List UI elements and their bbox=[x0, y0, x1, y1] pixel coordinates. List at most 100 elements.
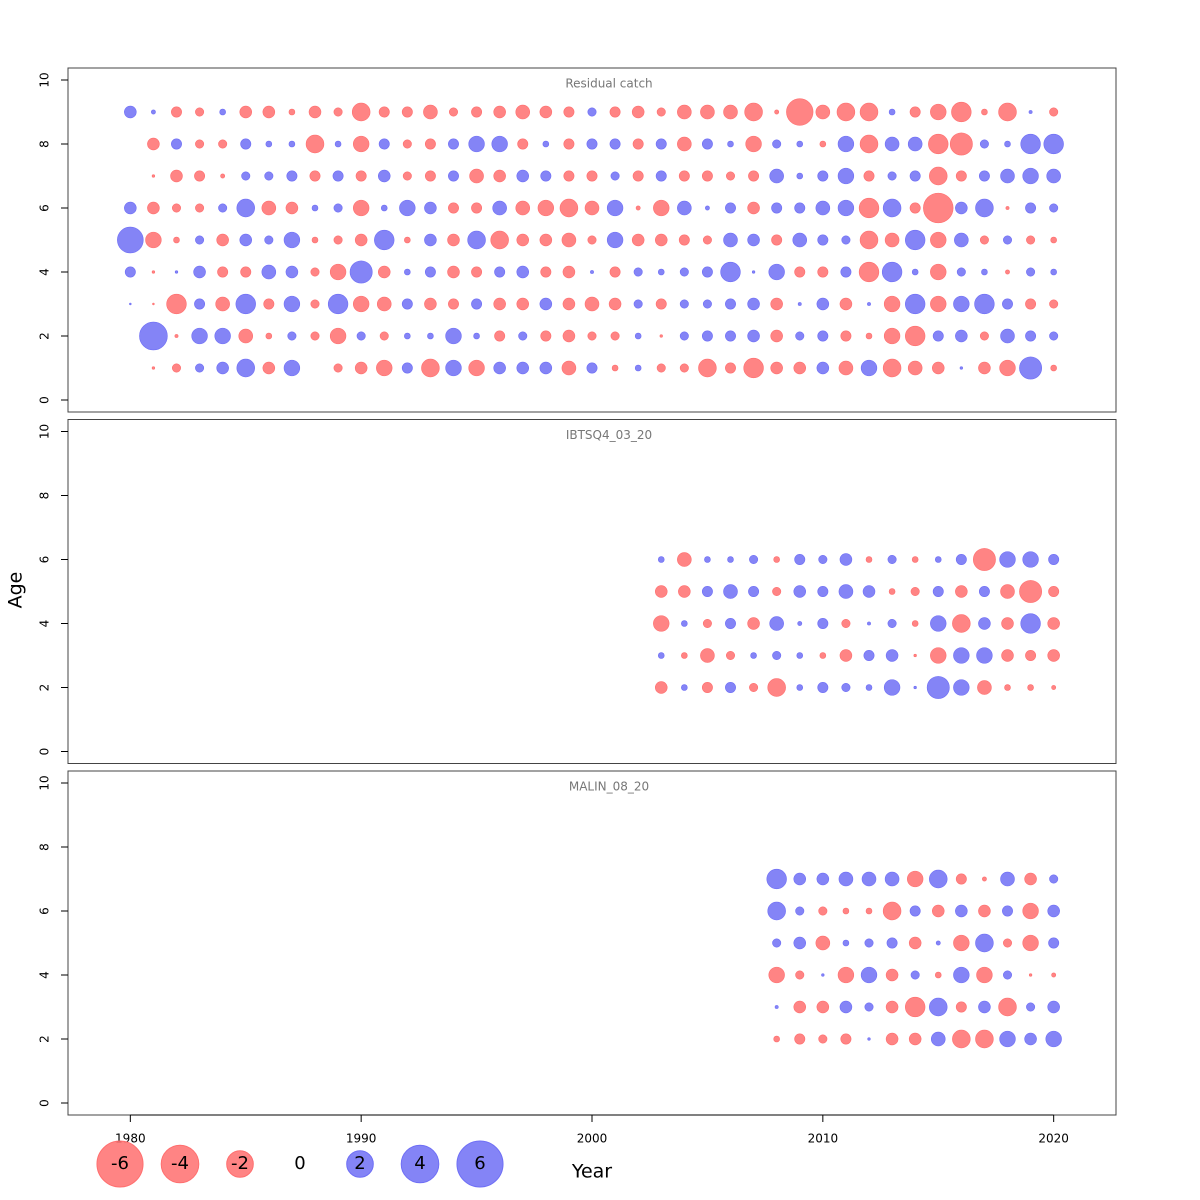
residual-bubble bbox=[241, 171, 251, 181]
residual-bubble bbox=[540, 266, 552, 278]
residual-bubble bbox=[1002, 905, 1013, 917]
residual-bubble bbox=[518, 331, 528, 341]
residual-bubble bbox=[402, 171, 412, 181]
residual-bubble bbox=[195, 203, 205, 213]
residual-bubble bbox=[633, 299, 643, 309]
residual-bubble bbox=[841, 235, 851, 245]
residual-bubble bbox=[448, 107, 459, 117]
residual-bubble bbox=[999, 551, 1016, 568]
residual-bubble bbox=[704, 556, 711, 563]
residual-bubble bbox=[632, 138, 644, 150]
panel-title: IBTSQ4_03_20 bbox=[566, 428, 652, 442]
residual-bubble bbox=[815, 935, 831, 951]
residual-bubble bbox=[236, 358, 255, 378]
residual-bubble bbox=[194, 298, 206, 310]
residual-bubble bbox=[471, 298, 483, 310]
residual-bubble bbox=[842, 939, 850, 947]
residual-bubble bbox=[609, 138, 621, 150]
residual-bubble bbox=[1051, 685, 1057, 690]
residual-bubble bbox=[611, 364, 619, 372]
residual-bubble bbox=[610, 171, 620, 181]
residual-bubble bbox=[1022, 902, 1039, 920]
y-tick-label: 6 bbox=[38, 907, 52, 915]
residual-bubble bbox=[1022, 934, 1039, 952]
residual-bubble bbox=[1049, 874, 1059, 884]
residual-bubble bbox=[195, 363, 205, 373]
residual-bubble bbox=[840, 266, 852, 278]
residual-bubble bbox=[771, 202, 783, 214]
residual-bubble bbox=[887, 171, 897, 181]
legend-bubble bbox=[160, 1144, 200, 1184]
residual-bubble bbox=[587, 331, 597, 341]
residual-bubble bbox=[195, 139, 205, 149]
residual-bubble bbox=[311, 204, 319, 212]
residual-bubble bbox=[468, 135, 485, 153]
residual-bubble bbox=[515, 200, 531, 216]
residual-bubble bbox=[240, 138, 252, 150]
residual-bubble bbox=[679, 299, 689, 309]
residual-bubble bbox=[885, 1032, 899, 1046]
residual-bubble bbox=[655, 170, 667, 182]
residual-bubble bbox=[515, 104, 531, 120]
residual-bubble bbox=[767, 678, 786, 697]
residual-bubble bbox=[910, 586, 920, 597]
residual-bubble bbox=[655, 585, 668, 598]
residual-bubble bbox=[725, 362, 736, 374]
residual-bubble bbox=[978, 904, 991, 918]
residual-bubble bbox=[354, 361, 368, 375]
residual-bubble bbox=[355, 170, 367, 182]
residual-bubble bbox=[865, 907, 873, 915]
y-axis-label: Age bbox=[5, 572, 27, 609]
residual-bubble bbox=[885, 968, 899, 982]
residual-bubble bbox=[516, 361, 529, 375]
residual-bubble bbox=[888, 108, 896, 116]
residual-bubble bbox=[926, 676, 950, 699]
residual-bubble bbox=[681, 652, 688, 659]
residual-bubble bbox=[329, 327, 347, 345]
x-tick-label: 2020 bbox=[1038, 1132, 1069, 1146]
residual-bubble bbox=[774, 1005, 779, 1009]
residual-bubble bbox=[793, 1000, 806, 1014]
residual-bubble bbox=[750, 652, 757, 659]
residual-bubble bbox=[1003, 938, 1013, 948]
residual-bubble bbox=[837, 199, 855, 217]
residual-bubble bbox=[632, 170, 644, 182]
residual-bubble bbox=[352, 295, 370, 313]
residual-bubble bbox=[264, 235, 274, 245]
residual-bubble bbox=[1049, 331, 1059, 341]
residual-bubble bbox=[865, 556, 873, 563]
residual-bubble bbox=[631, 105, 645, 119]
residual-bubble bbox=[949, 132, 973, 156]
residual-bubble bbox=[655, 138, 667, 150]
residual-bubble bbox=[1047, 1000, 1060, 1014]
residual-bubble bbox=[608, 297, 622, 311]
residual-bubble bbox=[998, 102, 1017, 122]
residual-bubble bbox=[888, 588, 896, 595]
residual-bubble bbox=[795, 906, 805, 916]
residual-bubble bbox=[773, 556, 780, 563]
residual-bubble bbox=[471, 266, 483, 278]
residual-bubble bbox=[955, 170, 967, 182]
residual-bubble bbox=[934, 971, 942, 979]
residual-bubble bbox=[766, 868, 787, 890]
residual-bubble bbox=[424, 170, 436, 182]
residual-bubble bbox=[191, 327, 208, 345]
y-tick-label: 8 bbox=[38, 492, 52, 500]
residual-bubble bbox=[929, 869, 948, 889]
residual-bubble bbox=[448, 202, 459, 214]
residual-bubble bbox=[772, 938, 782, 948]
residual-bubble bbox=[859, 230, 879, 250]
residual-bubble bbox=[563, 170, 575, 182]
y-tick-label: 8 bbox=[38, 140, 52, 148]
residual-bubble bbox=[310, 331, 320, 341]
legend-bubble bbox=[226, 1150, 254, 1178]
x-tick-label: 2000 bbox=[577, 1132, 608, 1146]
residual-bubble bbox=[725, 202, 736, 214]
residual-bubble bbox=[701, 170, 713, 182]
residual-bubble bbox=[841, 682, 851, 693]
residual-bubble bbox=[955, 554, 967, 565]
residual-bubble bbox=[794, 1033, 806, 1045]
residual-bubble bbox=[837, 135, 855, 153]
residual-bubble bbox=[930, 231, 947, 249]
residual-bubble bbox=[491, 135, 508, 153]
